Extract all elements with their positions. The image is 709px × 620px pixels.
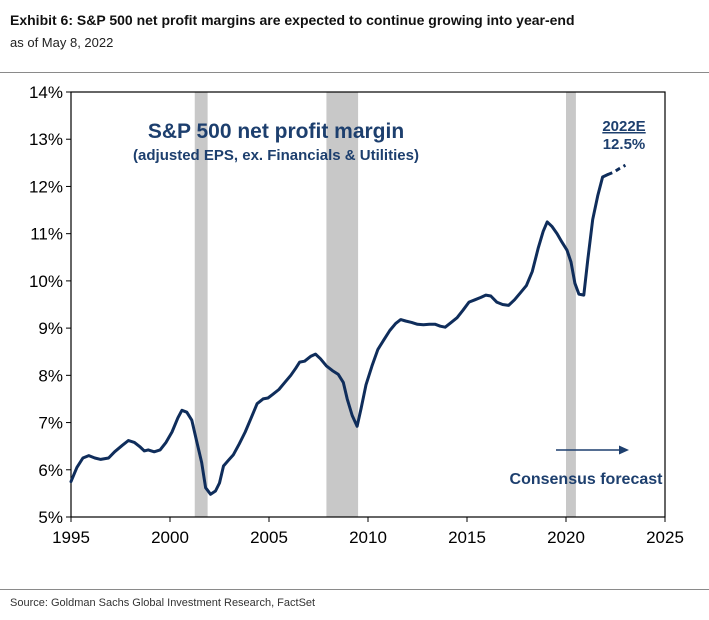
chart-title: S&P 500 net profit margin — [148, 120, 404, 143]
x-tick-label: 2020 — [547, 528, 585, 547]
exhibit-title: Exhibit 6: S&P 500 net profit margins ar… — [10, 12, 575, 28]
y-tick-label: 11% — [30, 225, 63, 244]
axis-ticks — [66, 91, 666, 522]
recession-band-1 — [194, 92, 208, 517]
profit-margin-chart: 5% 6% 7% 8% 9% 10% 11% 12% 13% 14% 1995 2000 2005 20… — [29, 83, 684, 547]
series-lines — [69, 163, 627, 496]
y-tick-label: 5% — [38, 508, 63, 527]
y-tick-label: 14% — [29, 83, 63, 102]
forecast-year-label: 2022E — [602, 118, 645, 135]
x-tick-label: 2000 — [151, 528, 189, 547]
actual-series-line — [69, 173, 610, 496]
y-tick-label: 6% — [38, 461, 63, 480]
exhibit-subtitle: as of May 8, 2022 — [10, 35, 114, 50]
bottom-divider — [0, 589, 709, 590]
forecast-series-line — [607, 163, 627, 176]
x-tick-label: 2010 — [349, 528, 387, 547]
chart-subtitle: (adjusted EPS, ex. Financials & Utilitie… — [133, 147, 419, 164]
recession-bands — [194, 92, 576, 517]
consensus-forecast-label: Consensus forecast — [510, 471, 664, 488]
y-tick-label: 10% — [29, 272, 63, 291]
x-tick-label: 1995 — [52, 528, 90, 547]
recession-band-2 — [326, 92, 359, 517]
source-note: Source: Goldman Sachs Global Investment … — [10, 597, 316, 609]
y-tick-label: 12% — [29, 177, 63, 196]
y-tick-label: 7% — [38, 414, 63, 433]
recession-band-3 — [566, 92, 576, 517]
x-axis-labels: 1995 2000 2005 2010 2015 2020 2025 — [52, 528, 684, 547]
x-tick-label: 2025 — [646, 528, 684, 547]
y-tick-label: 9% — [38, 319, 63, 338]
y-tick-label: 13% — [29, 130, 63, 149]
forecast-value-label: 12.5% — [603, 136, 646, 153]
forecast-arrow-head-icon — [619, 445, 629, 455]
x-tick-label: 2005 — [250, 528, 288, 547]
y-tick-label: 8% — [38, 366, 63, 385]
top-divider — [0, 72, 709, 73]
x-tick-label: 2015 — [448, 528, 486, 547]
y-axis-labels: 5% 6% 7% 8% 9% 10% 11% 12% 13% 14% — [29, 83, 63, 527]
